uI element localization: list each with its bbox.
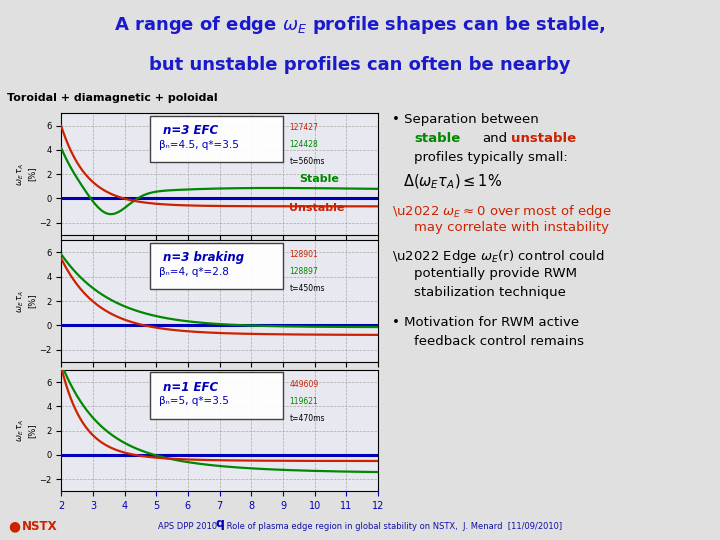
Text: APS DPP 2010 – Role of plasma edge region in global stability on NSTX,  J. Menar: APS DPP 2010 – Role of plasma edge regio… [158,522,562,531]
Text: 449609: 449609 [289,380,318,389]
Text: \u2022 Edge $\omega_E$(r) control could: \u2022 Edge $\omega_E$(r) control could [392,248,606,265]
X-axis label: q: q [215,517,224,530]
Y-axis label: $\omega_E\,\tau_A$
[%]: $\omega_E\,\tau_A$ [%] [16,289,37,313]
Text: NSTX: NSTX [22,520,57,533]
Text: βₙ=5, q*=3.5: βₙ=5, q*=3.5 [159,396,229,406]
Bar [150,373,283,418]
Text: βₙ=4.5, q*=3.5: βₙ=4.5, q*=3.5 [159,140,239,150]
Text: but unstable profiles can often be nearby: but unstable profiles can often be nearb… [149,56,571,75]
Text: βₙ=4, q*=2.8: βₙ=4, q*=2.8 [159,267,229,276]
Text: Stable: Stable [299,174,338,184]
Text: $\Delta(\omega_E\tau_A) \leq 1\%$: $\Delta(\omega_E\tau_A) \leq 1\%$ [403,173,503,191]
Text: feedback control remains: feedback control remains [414,335,584,348]
Y-axis label: $\omega_E\,\tau_A$
[%]: $\omega_E\,\tau_A$ [%] [16,419,37,442]
Text: stable: stable [414,132,460,145]
Text: may correlate with instability: may correlate with instability [414,221,609,234]
Text: Toroidal + diamagnetic + poloidal: Toroidal + diamagnetic + poloidal [7,93,218,103]
Text: unstable: unstable [511,132,576,145]
Bar [150,116,283,162]
Text: n=1 EFC: n=1 EFC [163,381,217,394]
Text: t=470ms: t=470ms [289,414,325,423]
Y-axis label: $\omega_E\,\tau_A$
[%]: $\omega_E\,\tau_A$ [%] [16,163,37,186]
Text: and: and [482,132,508,145]
Text: A range of edge $\omega_E$ profile shapes can be stable,: A range of edge $\omega_E$ profile shape… [114,14,606,36]
Text: 119621: 119621 [289,396,318,406]
Text: n=3 braking: n=3 braking [163,251,243,264]
Text: • Motivation for RWM active: • Motivation for RWM active [392,316,580,329]
Text: t=560ms: t=560ms [289,157,325,166]
Text: • Separation between: • Separation between [392,113,539,126]
Text: profiles typically small:: profiles typically small: [414,151,568,164]
Text: 128901: 128901 [289,250,318,259]
Text: 128897: 128897 [289,267,318,276]
Text: 124428: 124428 [289,140,318,149]
Bar [150,242,283,289]
Text: ●: ● [9,519,21,534]
Text: stabilization technique: stabilization technique [414,286,566,299]
Text: t=450ms: t=450ms [289,284,325,293]
Text: Unstable: Unstable [289,203,345,213]
Text: 127427: 127427 [289,123,318,132]
Text: \u2022 $\omega_E \approx 0$ over most of edge: \u2022 $\omega_E \approx 0$ over most of… [392,202,612,219]
Text: potentially provide RWM: potentially provide RWM [414,267,577,280]
Text: n=3 EFC: n=3 EFC [163,124,217,137]
